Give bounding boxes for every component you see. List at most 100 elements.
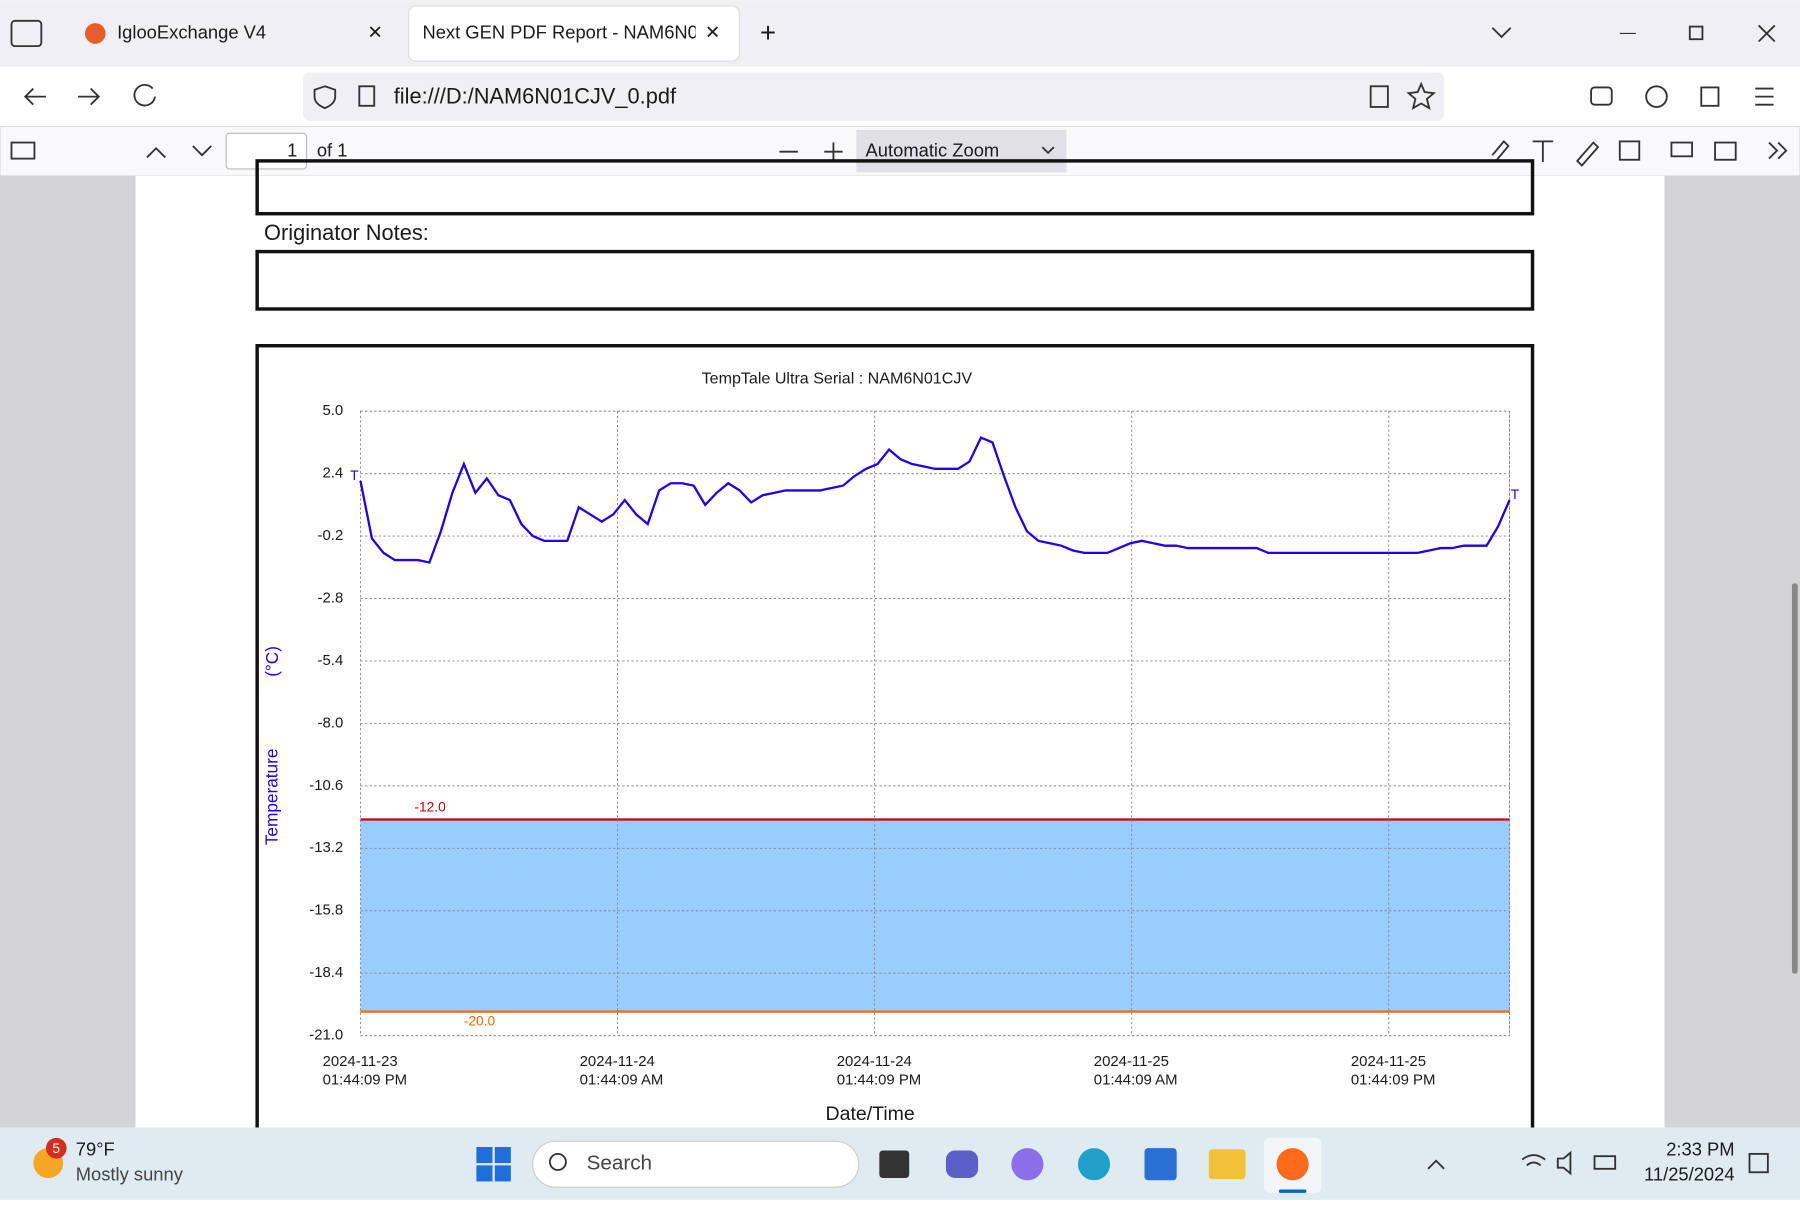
search-box[interactable]: [532, 1140, 860, 1188]
clock-date[interactable]: 11/25/2024: [1644, 1164, 1735, 1185]
reload-button[interactable]: [133, 84, 156, 107]
notes-box: [255, 249, 1535, 311]
tray-overflow[interactable]: [1427, 1159, 1445, 1170]
form-box: [255, 159, 1535, 216]
y-axis-unit: (°C): [262, 646, 282, 677]
threshold-label: -12.0: [414, 800, 446, 815]
x-tick-label: 2024-11-23: [323, 1053, 398, 1070]
x-tick-label: 2024-11-24: [580, 1053, 655, 1070]
clock-time[interactable]: 2:33 PM: [1666, 1138, 1734, 1159]
y-tick-label: -8.0: [318, 714, 344, 731]
next-page[interactable]: [192, 145, 212, 157]
print[interactable]: [1670, 141, 1694, 158]
account[interactable]: [1645, 85, 1668, 108]
new-tab-button[interactable]: +: [760, 17, 776, 48]
back-button[interactable]: [23, 87, 46, 106]
zoom-in[interactable]: [824, 142, 843, 161]
y-tick-label: -10.6: [309, 777, 343, 794]
pocket[interactable]: [1590, 86, 1613, 106]
notes-label: Originator Notes:: [264, 220, 429, 245]
more-tools[interactable]: [1768, 141, 1788, 160]
save[interactable]: [1714, 141, 1737, 161]
y-tick-label: -2.8: [318, 589, 344, 606]
draw-tool[interactable]: [1576, 141, 1600, 167]
image-tool[interactable]: [1618, 140, 1641, 161]
zoom-select[interactable]: [856, 129, 1067, 173]
active-indicator: [1278, 1189, 1307, 1193]
edge-app[interactable]: [1077, 1148, 1111, 1181]
zoom-value: Automatic Zoom: [866, 140, 1000, 161]
store-app[interactable]: [1144, 1148, 1177, 1181]
y-tick-label: -5.4: [318, 652, 344, 669]
previous-page[interactable]: [146, 146, 166, 159]
x-tick-label: 01:44:09 AM: [1094, 1071, 1178, 1088]
url-text[interactable]: file:///D:/NAM6N01CJV_0.pdf: [394, 84, 677, 109]
tab-close[interactable]: ✕: [367, 21, 382, 42]
url-bar[interactable]: [303, 72, 1445, 121]
y-axis-label: Temperature: [262, 749, 282, 846]
tab-list-button[interactable]: [10, 19, 43, 48]
page-count: of 1: [317, 140, 348, 161]
bookmark-star[interactable]: [1406, 81, 1437, 110]
plot-border: [360, 410, 1511, 1037]
x-tick-label: 01:44:09 PM: [1351, 1071, 1436, 1088]
search-icon: [548, 1152, 567, 1171]
tab-close[interactable]: ✕: [705, 21, 720, 42]
task-view[interactable]: [879, 1150, 910, 1178]
alarm-band: [360, 819, 1510, 1012]
y-tick-label: -13.2: [309, 839, 343, 856]
weather-badge: [45, 1137, 67, 1159]
y-tick-label: -18.4: [309, 964, 343, 981]
chart: TempTale Ultra Serial : NAM6N01CJV Tempe…: [262, 369, 1520, 1125]
x-tick-label: 01:44:09 AM: [580, 1071, 664, 1088]
weather-temperature[interactable]: 79°F: [76, 1138, 115, 1159]
end-marker: T: [1511, 487, 1520, 502]
tab-icon: [84, 23, 106, 44]
weather-badge-count: 5: [52, 1141, 60, 1156]
page-number[interactable]: 1: [287, 140, 297, 161]
reader-view[interactable]: [1369, 85, 1389, 108]
x-tick-label: 01:44:09 PM: [837, 1071, 922, 1088]
shield-icon[interactable]: [313, 85, 337, 110]
start-button[interactable]: [476, 1147, 511, 1182]
y-tick-label: -15.8: [309, 902, 343, 919]
volume-icon[interactable]: [1556, 1150, 1572, 1176]
temperature-line: [359, 436, 1511, 564]
extensions[interactable]: [1700, 86, 1720, 107]
forward-button[interactable]: [78, 87, 101, 106]
chart-title: TempTale Ultra Serial : NAM6N01CJV: [702, 369, 973, 387]
restore[interactable]: [1688, 25, 1704, 41]
menu[interactable]: [1755, 87, 1774, 106]
search-placeholder: Search: [587, 1152, 652, 1175]
x-tick-label: 2024-11-24: [837, 1053, 912, 1070]
x-tick-label: 01:44:09 PM: [323, 1071, 408, 1088]
notifications[interactable]: [1748, 1152, 1769, 1174]
weather-condition[interactable]: Mostly sunny: [76, 1164, 184, 1185]
start-marker: T: [350, 468, 359, 483]
tab-active[interactable]: [408, 5, 740, 62]
close-window[interactable]: [1758, 24, 1776, 43]
teams-app[interactable]: [945, 1150, 979, 1178]
text-tool[interactable]: [1532, 140, 1554, 163]
list-all-tabs[interactable]: [1491, 27, 1512, 39]
tab-title: IglooExchange V4: [117, 21, 266, 42]
tab[interactable]: [66, 7, 400, 60]
copilot-app[interactable]: [1011, 1148, 1044, 1181]
y-tick-label: -0.2: [318, 527, 344, 544]
battery-icon[interactable]: [1593, 1155, 1617, 1170]
sidebar-toggle[interactable]: [10, 141, 36, 160]
tab-fade: [695, 11, 737, 56]
tab-title: Next GEN PDF Report - NAM6N01C: [422, 21, 721, 42]
wifi-icon[interactable]: [1521, 1154, 1546, 1167]
page-icon: [358, 85, 376, 107]
scrollbar[interactable]: [1791, 583, 1798, 974]
firefox-icon: [1276, 1148, 1309, 1181]
x-axis-label: Date/Time: [826, 1103, 915, 1125]
y-tick-label: 2.4: [323, 465, 344, 482]
zoom-arrow: [1041, 146, 1055, 155]
explorer-app[interactable]: [1208, 1149, 1246, 1180]
y-tick-label: -21.0: [309, 1027, 343, 1044]
